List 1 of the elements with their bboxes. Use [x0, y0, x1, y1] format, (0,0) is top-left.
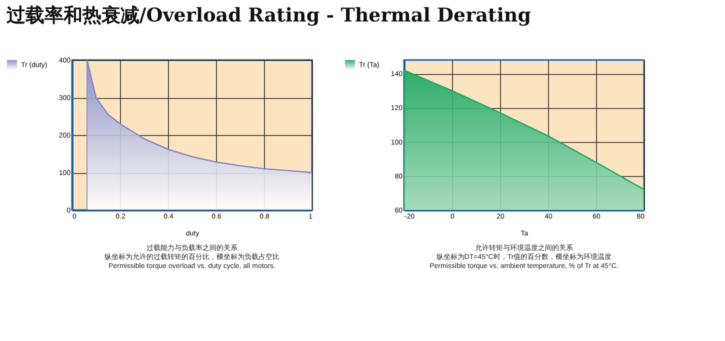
- chart-title: 过载率和热衰减/Overload Rating - Thermal Derating: [5, 4, 532, 26]
